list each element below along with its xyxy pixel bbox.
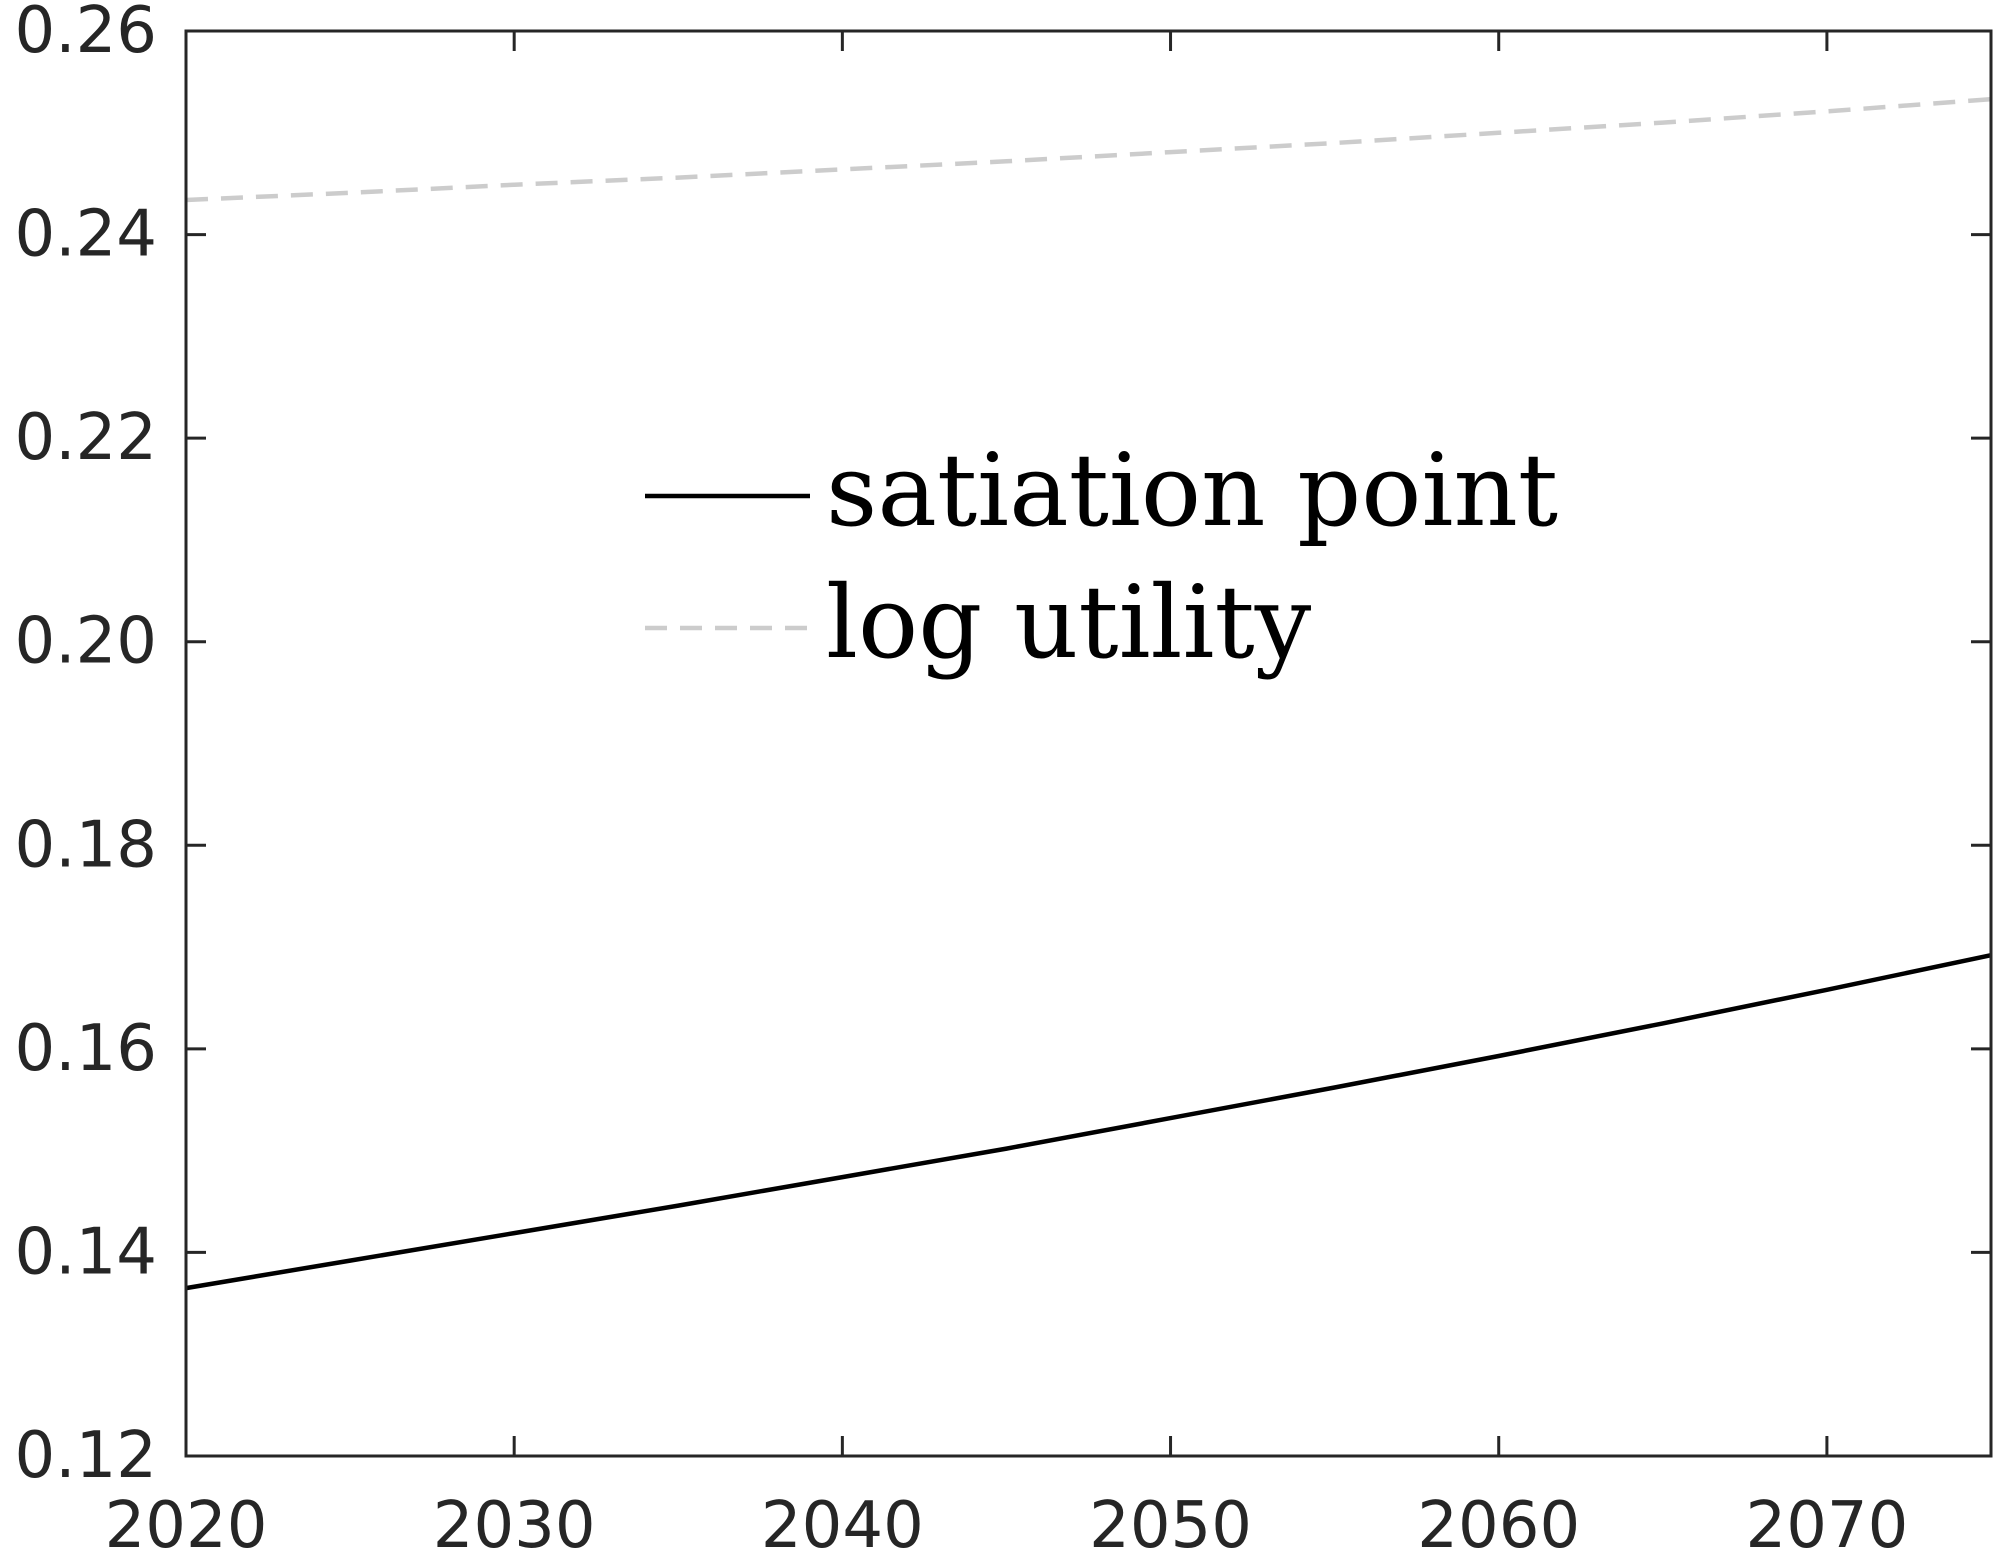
axes-box	[184, 29, 1993, 1458]
x-tick-label: 2070	[1745, 1489, 1908, 1554]
x-tick-label: 2040	[761, 1489, 924, 1554]
y-tick-label: 0.20	[15, 605, 158, 679]
y-tick-label: 0.18	[15, 808, 158, 882]
series-line-log-utility	[185, 96, 1992, 203]
x-tick-label: 2020	[105, 1489, 268, 1554]
y-tick-label: 0.22	[15, 401, 158, 475]
x-tick-label: 2060	[1417, 1489, 1580, 1554]
axes-layer: 2020 2030 2040 2050 2060 2070 0.12 0.14 0.16 0.18…	[15, 0, 1993, 1554]
y-tick-label: 0.24	[15, 198, 158, 272]
y-tick-label: 0.14	[15, 1215, 158, 1289]
legend-label-log-utility: log utility	[826, 564, 1312, 681]
y-tick-label: 0.26	[15, 0, 158, 68]
legend-label-satiation-point: satiation point	[826, 432, 1558, 549]
legend: satiation point log utility	[645, 432, 1558, 681]
x-tick-label: 2030	[433, 1489, 596, 1554]
y-tick-label: 0.16	[15, 1012, 158, 1086]
y-tick-label: 0.12	[15, 1419, 158, 1493]
series-layer	[185, 96, 1992, 1291]
x-tick-label: 2050	[1089, 1489, 1252, 1554]
series-line-satiation-point	[185, 952, 1992, 1291]
